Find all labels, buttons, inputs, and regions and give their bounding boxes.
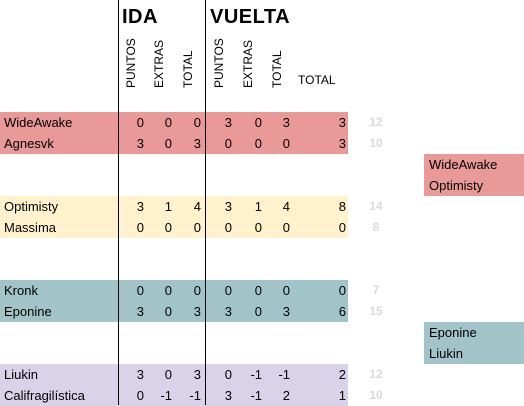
- ida-value: 3: [193, 304, 201, 319]
- header-ida: IDA: [122, 6, 158, 28]
- ida-value: 0: [136, 115, 144, 130]
- ida-value: 0: [193, 283, 201, 298]
- vuelta-value: 3: [282, 115, 290, 130]
- vuelta-value: 0: [254, 304, 262, 319]
- total-value: 1: [338, 388, 346, 403]
- side-score: 8: [372, 220, 380, 234]
- vuelta-value: 0: [254, 136, 262, 151]
- group-band: [0, 196, 348, 238]
- team-name: Optimisty: [4, 199, 59, 214]
- header-vuelta: VUELTA: [210, 6, 291, 28]
- side-score: 10: [369, 136, 383, 150]
- total-value: 0: [338, 220, 346, 235]
- team-name: Massima: [4, 220, 57, 235]
- ida-value: 0: [164, 136, 172, 151]
- ida-value: 3: [136, 136, 144, 151]
- vuelta-value: 3: [224, 199, 232, 214]
- vuelta-value: 0: [254, 115, 262, 130]
- ida-value: 0: [164, 304, 172, 319]
- ida-value: 3: [136, 199, 144, 214]
- ida-value: 0: [193, 115, 201, 130]
- vuelta-value: 0: [224, 136, 232, 151]
- ida-value: 0: [164, 115, 172, 130]
- side-score: 10: [369, 388, 383, 402]
- winners-box: Eponine Liukin: [424, 322, 524, 364]
- side-score: 15: [369, 304, 383, 318]
- vuelta-value: 0: [224, 367, 232, 382]
- side-score: 12: [369, 367, 383, 381]
- group-band: [0, 364, 348, 406]
- ida-value: 3: [193, 136, 201, 151]
- vuelta-value: -1: [250, 388, 262, 403]
- vuelta-value: 3: [224, 388, 232, 403]
- vuelta-value: 0: [224, 220, 232, 235]
- header-ida-extras: EXTRAS: [152, 39, 166, 88]
- header-vuelta-puntos: PUNTOS: [212, 38, 226, 88]
- vuelta-value: 1: [254, 199, 262, 214]
- vuelta-value: 0: [282, 136, 290, 151]
- winner-name: Optimisty: [429, 178, 484, 193]
- vuelta-value: 0: [224, 283, 232, 298]
- team-name: Liukin: [4, 367, 38, 382]
- group-band: [0, 280, 348, 322]
- ida-value: 0: [164, 283, 172, 298]
- separator-left: [118, 0, 119, 405]
- header-grand-total: TOTAL: [298, 73, 336, 87]
- header-ida-total: TOTAL: [181, 50, 195, 88]
- team-name: Califragilística: [4, 388, 85, 403]
- ida-value: 1: [164, 199, 172, 214]
- vuelta-value: 3: [282, 304, 290, 319]
- team-name: Eponine: [4, 304, 52, 319]
- side-score: 12: [369, 115, 383, 129]
- vuelta-value: 3: [224, 304, 232, 319]
- vuelta-value: 4: [282, 199, 290, 214]
- side-score: 14: [369, 199, 383, 213]
- ida-value: 4: [193, 199, 201, 214]
- ida-value: 0: [164, 220, 172, 235]
- side-score: 7: [372, 283, 380, 297]
- ida-value: -1: [189, 388, 201, 403]
- winner-name: WideAwake: [429, 157, 498, 172]
- vuelta-value: 0: [254, 283, 262, 298]
- vuelta-value: 3: [224, 115, 232, 130]
- ida-value: -1: [160, 388, 172, 403]
- ida-value: 3: [136, 304, 144, 319]
- vuelta-value: -1: [278, 367, 290, 382]
- total-value: 3: [338, 136, 346, 151]
- ida-value: 0: [164, 367, 172, 382]
- total-value: 8: [338, 199, 346, 214]
- group-band: [0, 112, 348, 154]
- ida-value: 0: [136, 283, 144, 298]
- ida-value: 0: [136, 220, 144, 235]
- vuelta-value: 0: [282, 283, 290, 298]
- header-vuelta-total: TOTAL: [270, 50, 284, 88]
- ida-value: 3: [136, 367, 144, 382]
- team-name: Kronk: [4, 283, 38, 298]
- vuelta-value: 0: [282, 220, 290, 235]
- separator-right: [205, 0, 206, 405]
- total-value: 0: [338, 283, 346, 298]
- header-vuelta-extras: EXTRAS: [241, 39, 255, 88]
- ida-value: 3: [193, 367, 201, 382]
- ida-value: 0: [193, 220, 201, 235]
- winner-name: Liukin: [429, 346, 463, 361]
- winners-box: WideAwake Optimisty: [424, 154, 524, 196]
- ida-value: 0: [136, 388, 144, 403]
- total-value: 2: [338, 367, 346, 382]
- vuelta-value: 0: [254, 220, 262, 235]
- total-value: 6: [338, 304, 346, 319]
- vuelta-value: 2: [282, 388, 290, 403]
- header-ida-puntos: PUNTOS: [124, 38, 138, 88]
- total-value: 3: [338, 115, 346, 130]
- vuelta-value: -1: [250, 367, 262, 382]
- winner-name: Eponine: [429, 325, 477, 340]
- team-name: Agnesvk: [4, 136, 54, 151]
- team-name: WideAwake: [4, 115, 73, 130]
